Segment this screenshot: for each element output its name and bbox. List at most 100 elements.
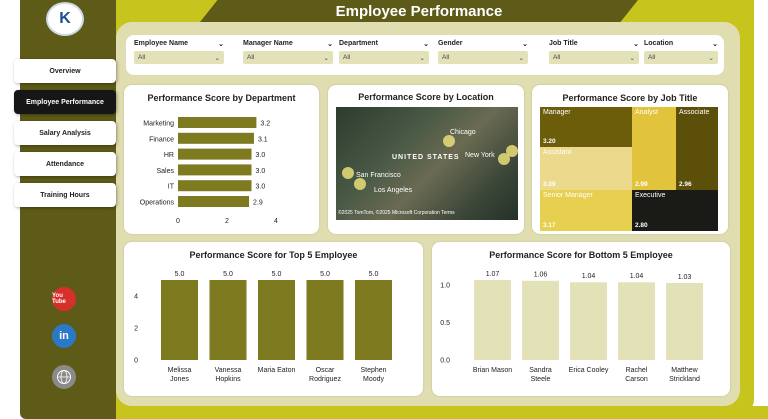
filter-manager-name[interactable]: Manager Name ⌄ All ⌄ xyxy=(243,40,333,64)
filter-select[interactable]: All ⌄ xyxy=(134,51,224,64)
tick-label: 2 xyxy=(134,326,138,333)
map-label-los-angeles: Los Angeles xyxy=(374,187,413,194)
data-label: 1.07 xyxy=(486,271,500,278)
department-chart-card: Performance Score by Department Marketin… xyxy=(124,85,319,234)
category-label: Carson xyxy=(625,376,648,383)
category-label: Jones xyxy=(170,376,189,383)
filter-gender[interactable]: Gender ⌄ All ⌄ xyxy=(438,40,528,64)
nav-attendance[interactable]: Attendance xyxy=(14,152,116,176)
page-title-bar: Employee Performance xyxy=(200,0,638,22)
treemap-value: 3.09 xyxy=(543,181,556,188)
filter-select[interactable]: All ⌄ xyxy=(549,51,639,64)
filter-value: All xyxy=(247,54,255,61)
data-label: 1.06 xyxy=(534,272,548,279)
treemap-cell-associate[interactable]: Associate 2.96 xyxy=(676,107,718,190)
treemap-label: Associate xyxy=(679,109,710,116)
globe-icon[interactable] xyxy=(52,365,76,389)
nav-overview[interactable]: Overview xyxy=(14,59,116,83)
bar[interactable] xyxy=(355,280,392,360)
bar[interactable] xyxy=(178,180,252,192)
filter-select[interactable]: All ⌄ xyxy=(438,51,528,64)
map-bubble[interactable] xyxy=(354,178,366,190)
data-label: 3.2 xyxy=(260,121,270,128)
tick-label: 4 xyxy=(274,218,278,225)
youtube-icon[interactable]: You Tube xyxy=(52,287,76,311)
bar[interactable] xyxy=(209,280,247,360)
linkedin-label: in xyxy=(59,330,69,342)
bar[interactable] xyxy=(306,280,344,360)
tick-label: 0 xyxy=(134,358,138,365)
treemap-cell-assistant[interactable]: Assistant 3.09 xyxy=(540,147,632,190)
bar[interactable] xyxy=(474,280,511,360)
filter-department[interactable]: Department ⌄ All ⌄ xyxy=(339,40,429,64)
chevron-down-icon: ⌄ xyxy=(522,41,528,48)
filter-job-title[interactable]: Job Title ⌄ All ⌄ xyxy=(549,40,639,64)
bar[interactable] xyxy=(666,282,703,360)
filter-value: All xyxy=(343,54,351,61)
chevron-down-icon: ⌄ xyxy=(218,41,224,48)
chevron-down-icon: ⌄ xyxy=(712,41,718,48)
treemap-value: 2.96 xyxy=(679,181,692,188)
data-label: 5.0 xyxy=(369,271,379,278)
category-label: Vanessa xyxy=(215,367,242,374)
tick-label: 2 xyxy=(225,218,229,225)
treemap-cell-executive[interactable]: Executive 2.80 xyxy=(632,190,718,231)
data-label: 3.0 xyxy=(256,184,266,191)
job-title-treemap-card: Performance Score by Job Title Manager 3.… xyxy=(532,85,728,234)
treemap-cell-senior-manager[interactable]: Senior Manager 3.17 xyxy=(540,190,632,231)
bar[interactable] xyxy=(570,282,607,360)
bar[interactable] xyxy=(178,117,257,128)
chevron-down-icon: ⌄ xyxy=(708,54,714,62)
filter-select[interactable]: All ⌄ xyxy=(339,51,429,64)
bar[interactable] xyxy=(522,280,559,360)
category-label: IT xyxy=(168,184,175,191)
map-label-san-francisco: San Francisco xyxy=(356,172,401,179)
map-label-new-york: New York xyxy=(465,152,495,159)
data-label: 5.0 xyxy=(320,271,330,278)
filter-value: All xyxy=(138,54,146,61)
chevron-down-icon: ⌄ xyxy=(633,41,639,48)
filter-employee-name[interactable]: Employee Name ⌄ All ⌄ xyxy=(134,40,224,64)
bar[interactable] xyxy=(178,164,252,176)
chevron-down-icon: ⌄ xyxy=(518,54,524,62)
bar[interactable] xyxy=(178,196,250,207)
category-label: Marketing xyxy=(143,121,174,128)
category-label: Operations xyxy=(140,200,175,207)
logo-initials: K xyxy=(59,10,71,27)
data-label: 1.04 xyxy=(582,273,596,280)
category-label: Stephen xyxy=(360,367,386,374)
treemap-cell-manager[interactable]: Manager 3.20 xyxy=(540,107,632,147)
nav-salary-analysis[interactable]: Salary Analysis xyxy=(14,121,116,145)
page-title: Employee Performance xyxy=(335,2,503,20)
category-label: Erica Cooley xyxy=(569,367,609,374)
chart-title: Performance Score for Top 5 Employee xyxy=(189,250,358,260)
treemap-value: 2.99 xyxy=(635,181,648,188)
department-chart: Marketing 3.2 Finance 3.1 HR 3.0 Sales 3.0 IT 3.0… xyxy=(140,117,278,225)
map-bubble[interactable] xyxy=(498,153,510,165)
category-label: Matthew xyxy=(671,367,698,374)
filter-location[interactable]: Location ⌄ All ⌄ xyxy=(644,40,718,64)
map-bubble[interactable] xyxy=(506,145,518,157)
map-bubble[interactable] xyxy=(342,167,354,179)
bar[interactable] xyxy=(178,148,252,160)
treemap-value: 2.80 xyxy=(635,222,648,229)
nav-training-hours[interactable]: Training Hours xyxy=(14,183,116,207)
filter-select[interactable]: All ⌄ xyxy=(644,51,718,64)
map-bubble[interactable] xyxy=(443,135,455,147)
treemap-value: 3.17 xyxy=(543,222,556,229)
category-label: Sandra xyxy=(529,367,552,374)
nav-employee-performance[interactable]: Employee Performance xyxy=(14,90,116,114)
location-map[interactable]: UNITED STATES Chicago New York San Franc… xyxy=(336,107,518,220)
top-employee-chart: 5.0 Melissa Jones 5.0 Vanessa Hopkins 5.0 Maria… xyxy=(134,271,392,383)
category-label: Strickland xyxy=(669,376,700,383)
bar[interactable] xyxy=(258,280,295,360)
bottom-employee-chart-card: Performance Score for Bottom 5 Employee … xyxy=(432,242,730,396)
bar[interactable] xyxy=(618,282,655,360)
filter-select[interactable]: All ⌄ xyxy=(243,51,333,64)
chevron-down-icon: ⌄ xyxy=(323,54,329,62)
data-label: 3.0 xyxy=(256,152,266,159)
linkedin-icon[interactable]: in xyxy=(52,324,76,348)
bar[interactable] xyxy=(161,280,198,360)
treemap-cell-analyst[interactable]: Analyst 2.99 xyxy=(632,107,676,190)
bar[interactable] xyxy=(178,132,254,144)
